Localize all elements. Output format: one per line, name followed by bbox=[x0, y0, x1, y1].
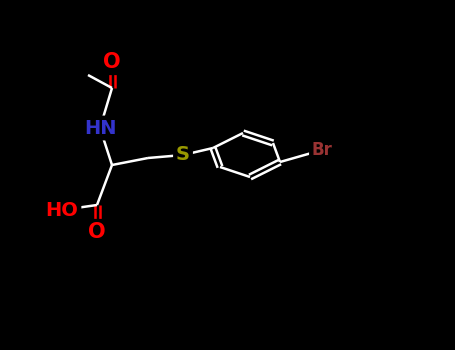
Text: HN: HN bbox=[84, 119, 116, 138]
Text: Br: Br bbox=[312, 141, 333, 159]
Text: HO: HO bbox=[46, 201, 78, 219]
Text: O: O bbox=[88, 222, 106, 242]
Text: S: S bbox=[176, 146, 190, 164]
Text: O: O bbox=[103, 52, 121, 72]
